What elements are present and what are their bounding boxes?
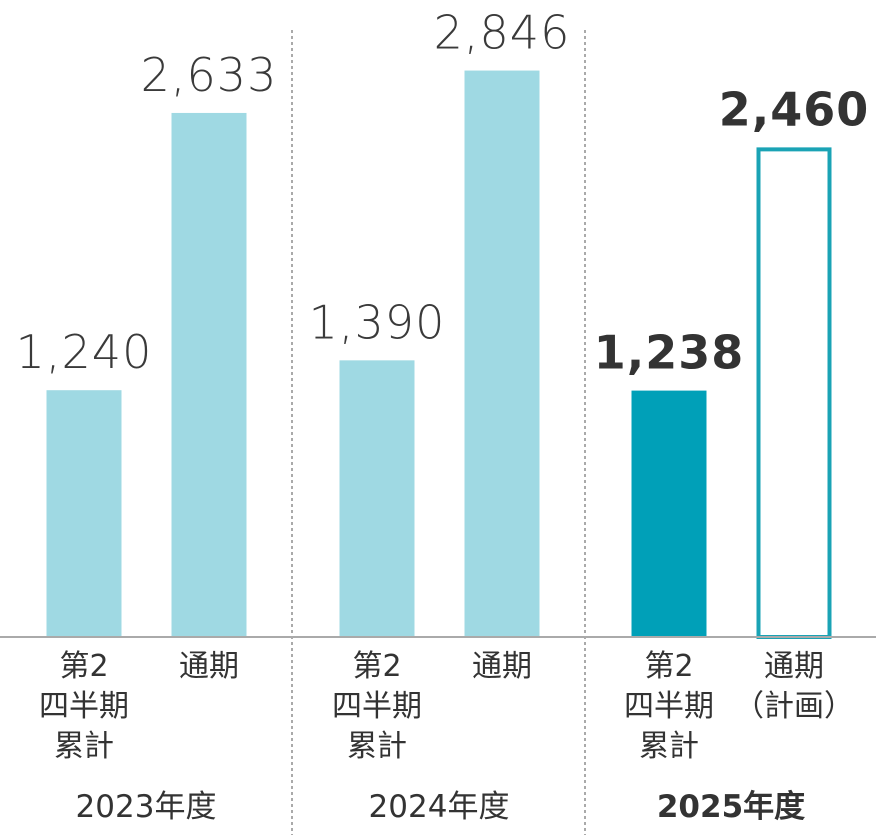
category-label-line: 通期 — [764, 649, 824, 684]
bar-0-0 — [46, 390, 122, 637]
value-label: 1,238 — [594, 326, 745, 380]
category-label: 通期 — [472, 649, 532, 684]
category-label-line: 通期 — [179, 649, 239, 684]
category-label-line: 通期 — [472, 649, 532, 684]
category-label: 第2 四半期累計 — [624, 649, 714, 764]
category-label: 通期 （計画） — [734, 649, 854, 724]
value-label: 2,460 — [719, 82, 870, 136]
category-label: 第2 四半期累計 — [332, 649, 422, 764]
category-label-line: 累計 — [54, 729, 114, 764]
category-label: 通期 — [179, 649, 239, 684]
bar-2-0 — [631, 390, 707, 637]
category-label-line: 四半期 — [332, 689, 422, 724]
category-label-line: （計画） — [734, 689, 854, 724]
category-label-line: 第2 — [644, 649, 693, 684]
bar-0-1 — [171, 112, 247, 638]
category-label-line: 累計 — [639, 729, 699, 764]
bar-1-1 — [464, 70, 540, 637]
value-label: 1,240 — [16, 325, 153, 379]
value-label: 2,633 — [141, 48, 278, 102]
value-label: 2,846 — [434, 6, 571, 60]
category-label-line: 第2 — [352, 649, 401, 684]
bar-1-0 — [339, 360, 415, 637]
value-label: 1,390 — [309, 295, 446, 349]
group-label: 2024年度 — [369, 789, 510, 825]
category-label-line: 四半期 — [624, 689, 714, 724]
category-label-line: 第2 — [59, 649, 108, 684]
category-label-line: 四半期 — [39, 689, 129, 724]
category-label-line: 累計 — [347, 729, 407, 764]
category-label: 第2 四半期累計 — [39, 649, 129, 764]
bar-2-1 — [756, 147, 832, 639]
group-label: 2025年度 — [657, 789, 805, 825]
group-label: 2023年度 — [76, 789, 217, 825]
